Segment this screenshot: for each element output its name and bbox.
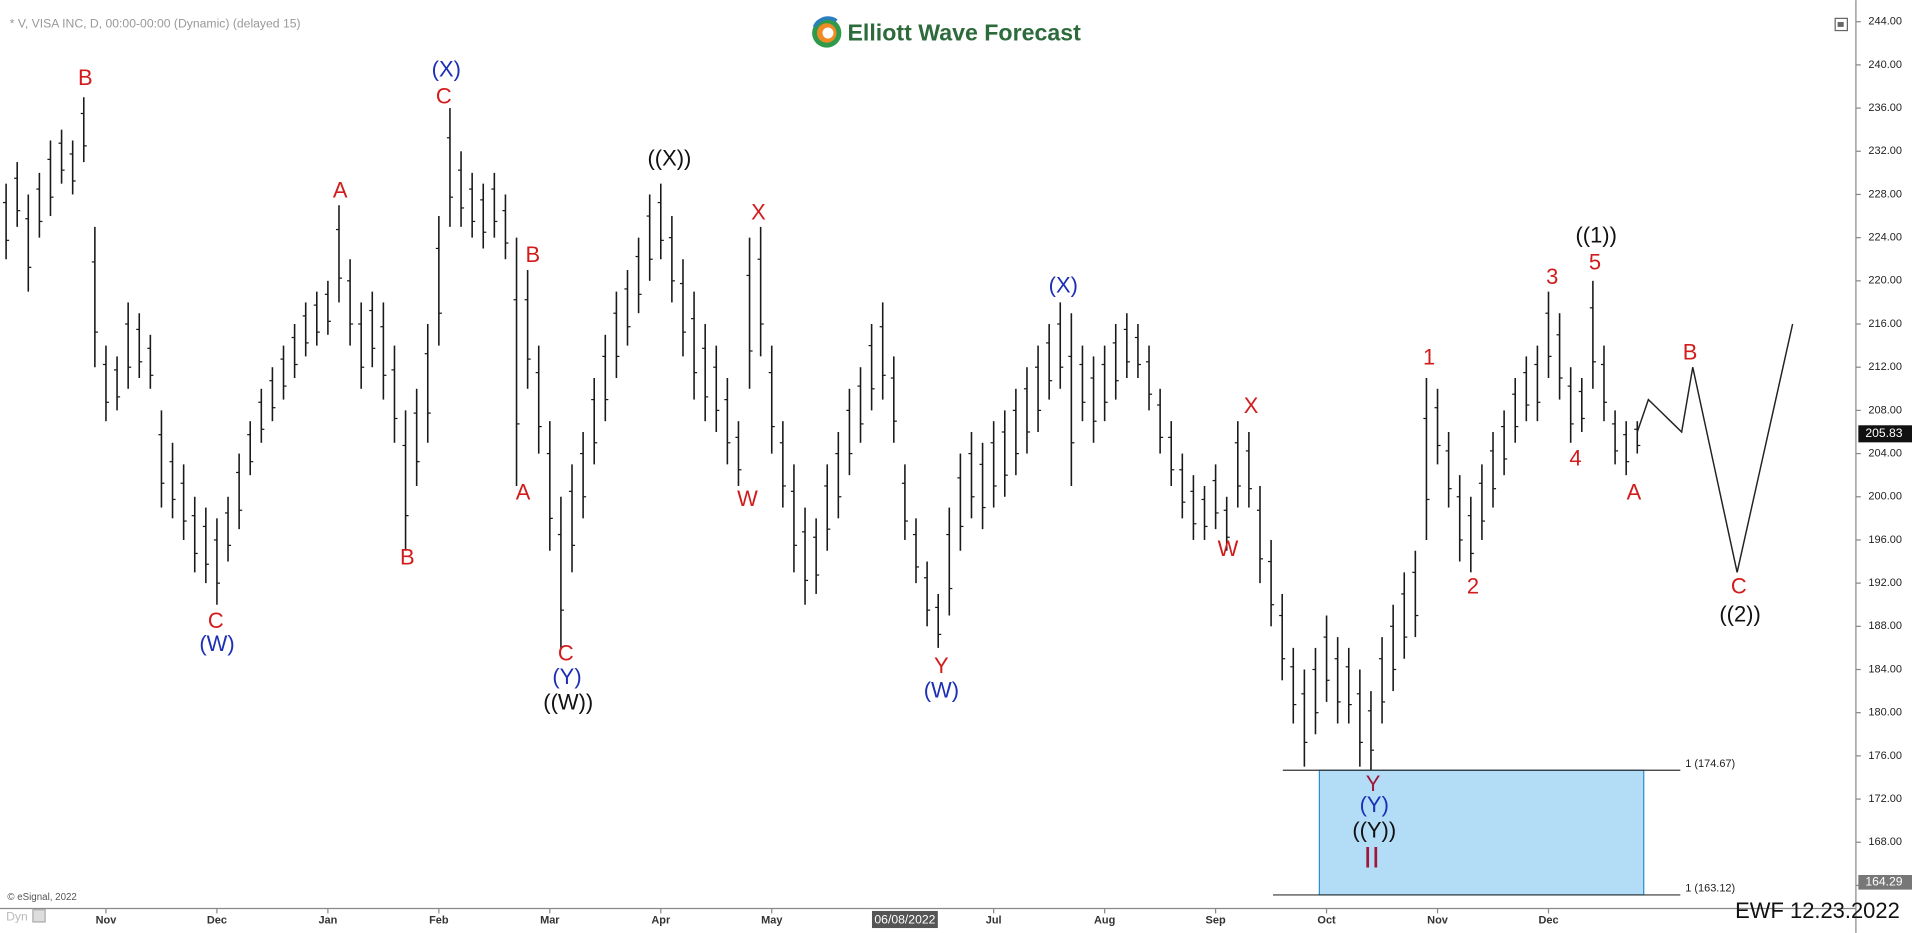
wave-label: C: [558, 641, 574, 666]
window-icon-inner: [1837, 22, 1844, 27]
x-tick-label: Jan: [318, 915, 337, 927]
wave-label: W: [1218, 536, 1239, 561]
logo-arc: [812, 16, 838, 28]
x-tick-label: Oct: [1317, 915, 1336, 927]
y-tick-label: 168.00: [1868, 836, 1902, 848]
y-tick-label: 240.00: [1868, 59, 1902, 71]
wave-label: B: [1683, 340, 1698, 365]
y-tick-label: 232.00: [1868, 145, 1902, 157]
wave-label: 1: [1423, 344, 1435, 369]
wave-label: (Y): [1360, 792, 1389, 817]
wave-label: A: [1627, 480, 1642, 505]
wave-label: X: [751, 199, 766, 224]
y-tick-label: 224.00: [1868, 232, 1902, 244]
crosshair-date: 06/08/2022: [874, 912, 935, 926]
y-tick-label: 192.00: [1868, 577, 1902, 589]
y-tick-label: 228.00: [1868, 188, 1902, 200]
wave-label: 3: [1546, 264, 1558, 289]
y-tick-label: 196.00: [1868, 534, 1902, 546]
wave-label: 4: [1569, 446, 1581, 471]
wave-label: ((X)): [648, 146, 692, 171]
x-tick-label: Dec: [207, 915, 227, 927]
last-price-label: 205.83: [1865, 426, 1902, 440]
y-tick-label: 184.00: [1868, 663, 1902, 675]
y-tick-label: 188.00: [1868, 620, 1902, 632]
projection-line: [1636, 323, 1794, 573]
footer-icon[interactable]: [32, 909, 46, 923]
fib-level-label: 1 (174.67): [1685, 758, 1735, 770]
wave-label: 5: [1589, 249, 1601, 274]
logo-center: [822, 27, 834, 39]
wave-label: X: [1244, 393, 1259, 418]
copyright: © eSignal, 2022: [7, 892, 77, 903]
wave-label: II: [1364, 842, 1380, 874]
scale-low-label: 164.29: [1865, 875, 1902, 889]
y-tick-label: 172.00: [1868, 793, 1902, 805]
wave-label: (X): [432, 57, 461, 82]
y-tick-label: 220.00: [1868, 275, 1902, 287]
y-tick-label: 212.00: [1868, 361, 1902, 373]
wave-label: 2: [1467, 574, 1479, 599]
wave-label: C: [436, 83, 452, 108]
wave-label: ((Y)): [1352, 818, 1396, 843]
wave-label: ((W)): [543, 689, 593, 714]
wave-label: Y: [1366, 771, 1381, 796]
wave-label: B: [78, 65, 93, 90]
wave-label: (W): [199, 631, 234, 656]
y-tick-label: 216.00: [1868, 318, 1902, 330]
y-tick-label: 176.00: [1868, 750, 1902, 762]
last-price-tag: [1858, 425, 1912, 443]
crosshair-date-box: [871, 910, 938, 929]
x-tick-label: Sep: [1206, 915, 1226, 927]
y-tick-label: 200.00: [1868, 491, 1902, 503]
logo-icon: [812, 16, 842, 48]
window-icon[interactable]: [1834, 17, 1848, 32]
wave-label: ((1)): [1575, 222, 1616, 247]
x-tick-label: Jul: [986, 915, 1002, 927]
x-tick-label: May: [761, 915, 783, 927]
wave-label: (X): [1049, 272, 1078, 297]
wave-label: C: [1731, 574, 1747, 599]
target-zone: [1318, 769, 1645, 896]
x-tick-label: Aug: [1094, 915, 1115, 927]
wave-label: B: [400, 544, 415, 569]
x-tick-label: Mar: [540, 915, 560, 927]
y-tick-label: 208.00: [1868, 404, 1902, 416]
wave-label: A: [333, 177, 348, 202]
wave-label: (W): [924, 677, 959, 702]
y-tick-label: 236.00: [1868, 102, 1902, 114]
x-tick-label: Apr: [651, 915, 671, 927]
fib-level-label: 1 (163.12): [1685, 883, 1735, 895]
date-stamp: EWF 12.23.2022: [1735, 898, 1900, 923]
scale-low-tag: [1858, 874, 1912, 890]
x-tick-label: Nov: [1427, 915, 1449, 927]
footer-left: Dyn: [6, 909, 28, 923]
y-tick-label: 204.00: [1868, 447, 1902, 459]
logo-text: Elliott Wave Forecast: [847, 19, 1081, 45]
wave-label: W: [737, 486, 758, 511]
wave-label: (Y): [552, 664, 581, 689]
x-tick-label: Dec: [1538, 915, 1558, 927]
x-tick-label: Feb: [429, 915, 449, 927]
y-tick-label: 180.00: [1868, 707, 1902, 719]
y-tick-label: 244.00: [1868, 16, 1902, 28]
wave-label: A: [516, 480, 531, 505]
wave-label: Y: [934, 653, 949, 678]
x-tick-label: Nov: [96, 915, 118, 927]
wave-label: C: [208, 608, 224, 633]
wave-label: ((2)): [1719, 602, 1760, 627]
wave-label: B: [526, 242, 541, 267]
chart-header: * V, VISA INC, D, 00:00-00:00 (Dynamic) …: [10, 17, 301, 31]
